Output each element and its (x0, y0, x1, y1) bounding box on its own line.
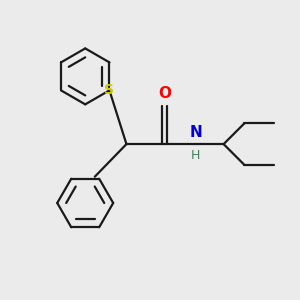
Text: S: S (104, 83, 114, 98)
Text: O: O (158, 86, 171, 101)
Text: H: H (191, 149, 200, 162)
Text: N: N (189, 125, 202, 140)
